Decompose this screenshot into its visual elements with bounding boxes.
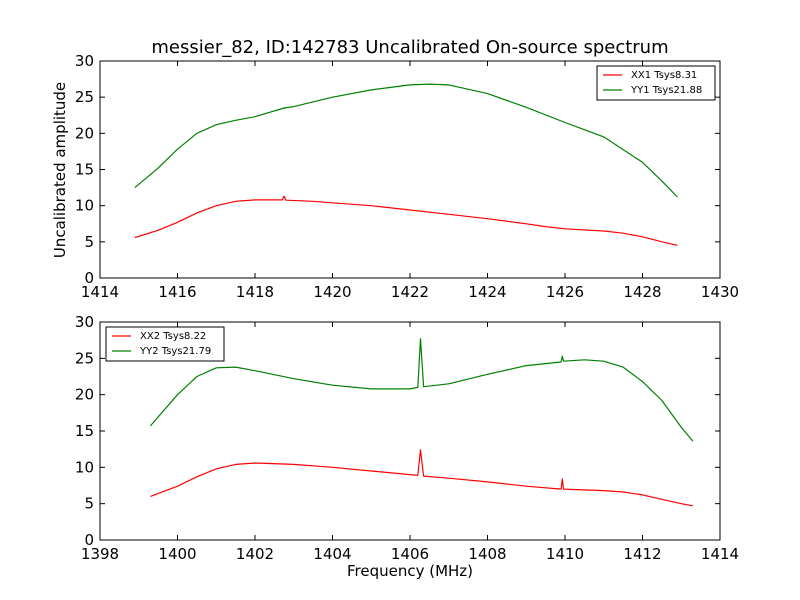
bottom-subplot: 1398 1400 1402 1404 1406 1408 1410 1412 1414 0 5 10… <box>75 313 739 580</box>
top-ticks: 1414 1416 1418 1420 1422 1424 1426 1428 1430 0 5 10… <box>75 52 739 301</box>
top-ytick-label: 10 <box>75 197 94 215</box>
bottom-ytick-label: 15 <box>75 422 94 440</box>
top-series-lines <box>134 83 678 246</box>
bottom-xlabel: Frequency (MHz) <box>347 562 473 580</box>
bottom-legend-label-xx2: XX2 Tsys8.22 <box>140 331 206 342</box>
top-legend-label-xx1: XX1 Tsys8.31 <box>631 70 697 81</box>
top-xtick-label: 1430 <box>701 283 739 301</box>
bottom-ytick-label: 5 <box>84 495 94 513</box>
bottom-ytick-label: 30 <box>75 313 94 331</box>
top-xtick-label: 1418 <box>236 283 274 301</box>
bottom-series-lines <box>149 338 694 507</box>
top-legend-label-yy1: YY1 Tsys21.88 <box>630 85 702 96</box>
bottom-xtick-label: 1404 <box>313 545 351 563</box>
top-legend: XX1 Tsys8.31 YY1 Tsys21.88 <box>596 65 716 101</box>
top-xtick-label: 1416 <box>158 283 196 301</box>
bottom-xtick-label: 1400 <box>158 545 196 563</box>
bottom-ytick-label: 0 <box>84 531 94 549</box>
bottom-xtick-label: 1414 <box>701 545 739 563</box>
top-ytick-label: 0 <box>84 269 94 287</box>
top-ytick-label: 15 <box>75 161 94 179</box>
bottom-xtick-label: 1410 <box>546 545 584 563</box>
top-xtick-label: 1428 <box>623 283 661 301</box>
top-xtick-label: 1424 <box>468 283 506 301</box>
bottom-series-line-2 <box>149 338 694 442</box>
bottom-xtick-label: 1408 <box>468 545 506 563</box>
top-series-line-1 <box>134 195 678 246</box>
top-ytick-label: 30 <box>75 52 94 70</box>
top-ylabel: Uncalibrated amplitude <box>51 82 69 258</box>
top-subplot: 1414 1416 1418 1420 1422 1424 1426 1428 1430 0 5 10… <box>51 52 739 301</box>
top-series-line-2 <box>134 83 678 198</box>
top-legend-box <box>596 65 716 101</box>
bottom-ytick-label: 10 <box>75 458 94 476</box>
top-xtick-label: 1414 <box>81 283 119 301</box>
top-xtick-label: 1420 <box>313 283 351 301</box>
top-ytick-label: 20 <box>75 124 94 142</box>
bottom-ytick-label: 25 <box>75 349 94 367</box>
top-ytick-label: 5 <box>84 233 94 251</box>
bottom-xtick-label: 1412 <box>623 545 661 563</box>
bottom-xtick-label: 1406 <box>391 545 429 563</box>
bottom-ticks: 1398 1400 1402 1404 1406 1408 1410 1412 1414 0 5 10… <box>75 313 739 563</box>
bottom-legend-box <box>105 326 225 362</box>
bottom-series-line-1 <box>150 449 694 507</box>
bottom-legend-label-yy2: YY2 Tsys21.79 <box>139 346 211 357</box>
bottom-legend: XX2 Tsys8.22 YY2 Tsys21.79 <box>105 326 225 362</box>
top-xtick-label: 1422 <box>391 283 429 301</box>
top-xtick-label: 1426 <box>546 283 584 301</box>
bottom-xtick-label: 1402 <box>236 545 274 563</box>
top-ytick-label: 25 <box>75 88 94 106</box>
bottom-ytick-label: 20 <box>75 386 94 404</box>
bottom-xtick-label: 1398 <box>81 545 119 563</box>
figure-title: messier_82, ID:142783 Uncalibrated On-so… <box>151 37 668 58</box>
